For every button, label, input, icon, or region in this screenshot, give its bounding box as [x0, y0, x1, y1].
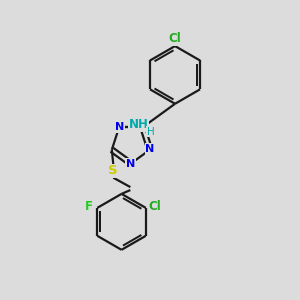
Text: F: F: [85, 200, 93, 213]
Text: N: N: [145, 144, 154, 154]
Text: S: S: [109, 164, 118, 177]
Text: Cl: Cl: [169, 32, 182, 45]
Text: N: N: [126, 158, 135, 169]
Text: N: N: [115, 122, 124, 132]
Text: Cl: Cl: [149, 200, 162, 213]
Text: H: H: [147, 127, 154, 137]
Text: NH: NH: [129, 118, 149, 131]
